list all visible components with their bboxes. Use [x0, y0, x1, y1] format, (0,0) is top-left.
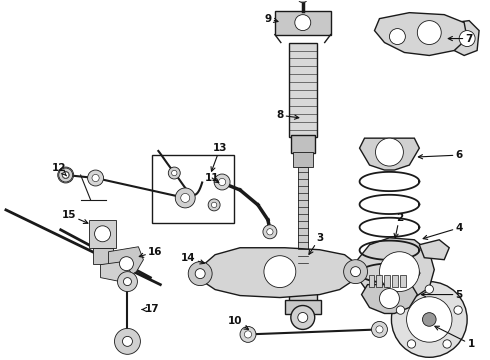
Circle shape [298, 312, 308, 323]
Text: 17: 17 [142, 305, 160, 315]
Circle shape [425, 285, 434, 293]
Circle shape [350, 267, 361, 276]
Circle shape [459, 31, 475, 46]
Circle shape [376, 326, 383, 333]
Circle shape [407, 340, 416, 348]
Text: 5: 5 [421, 289, 463, 300]
Bar [291, 135, 315, 153]
Bar [392, 275, 398, 287]
Text: 3: 3 [309, 233, 323, 254]
Circle shape [267, 229, 273, 235]
Circle shape [454, 306, 462, 314]
Polygon shape [200, 248, 358, 298]
Bar [293, 152, 313, 167]
Bar [285, 300, 321, 315]
Circle shape [181, 193, 190, 202]
Circle shape [240, 327, 256, 342]
Bar [152, 155, 234, 223]
Text: 1: 1 [435, 326, 475, 349]
Circle shape [88, 170, 103, 186]
Text: 13: 13 [211, 143, 227, 171]
Polygon shape [108, 247, 144, 280]
Circle shape [343, 260, 368, 284]
Text: 7: 7 [448, 33, 473, 44]
Polygon shape [100, 262, 130, 282]
Circle shape [295, 15, 311, 31]
Circle shape [291, 306, 315, 329]
Circle shape [95, 226, 111, 242]
Circle shape [379, 252, 419, 292]
Bar [275, 11, 331, 35]
Bar [89, 220, 117, 248]
Circle shape [214, 174, 230, 190]
Circle shape [443, 340, 451, 348]
Bar [298, 167, 308, 267]
Text: 10: 10 [228, 316, 248, 329]
Text: 6: 6 [418, 150, 463, 160]
Circle shape [168, 167, 180, 179]
Text: 4: 4 [423, 223, 463, 239]
Polygon shape [360, 138, 419, 170]
Circle shape [122, 336, 132, 346]
Circle shape [219, 179, 226, 185]
Circle shape [379, 289, 399, 309]
Circle shape [390, 28, 405, 45]
Bar [385, 275, 391, 287]
Circle shape [407, 297, 452, 342]
Polygon shape [374, 13, 467, 55]
Circle shape [62, 171, 69, 179]
Text: 8: 8 [276, 110, 299, 120]
Circle shape [63, 172, 69, 178]
Circle shape [92, 175, 99, 181]
Circle shape [172, 170, 177, 176]
Circle shape [298, 0, 308, 3]
Bar [368, 275, 374, 287]
Circle shape [264, 256, 296, 288]
Bar [289, 265, 317, 302]
Circle shape [120, 257, 133, 271]
Text: 15: 15 [61, 210, 88, 224]
Text: 14: 14 [181, 253, 204, 264]
Text: 12: 12 [51, 163, 67, 176]
Circle shape [188, 262, 212, 285]
Polygon shape [358, 238, 434, 302]
Circle shape [123, 278, 131, 285]
Polygon shape [362, 285, 417, 314]
Bar [93, 248, 113, 264]
Circle shape [59, 168, 73, 182]
Circle shape [422, 312, 436, 326]
Polygon shape [454, 21, 479, 55]
Bar [400, 275, 406, 287]
Circle shape [118, 272, 137, 292]
Circle shape [375, 138, 403, 166]
Text: 9: 9 [264, 14, 278, 24]
Circle shape [211, 202, 217, 208]
Circle shape [115, 328, 141, 354]
Text: 16: 16 [139, 247, 163, 257]
Circle shape [58, 167, 74, 183]
Circle shape [371, 321, 388, 337]
Circle shape [245, 331, 251, 338]
Circle shape [195, 269, 205, 279]
Circle shape [263, 225, 277, 239]
Circle shape [175, 188, 195, 208]
Bar [376, 275, 383, 287]
Circle shape [392, 282, 467, 357]
Text: 11: 11 [205, 173, 220, 183]
Circle shape [417, 21, 441, 45]
Circle shape [396, 306, 405, 314]
Text: 2: 2 [394, 213, 403, 238]
Polygon shape [419, 240, 449, 260]
Circle shape [208, 199, 220, 211]
Bar [289, 42, 317, 137]
